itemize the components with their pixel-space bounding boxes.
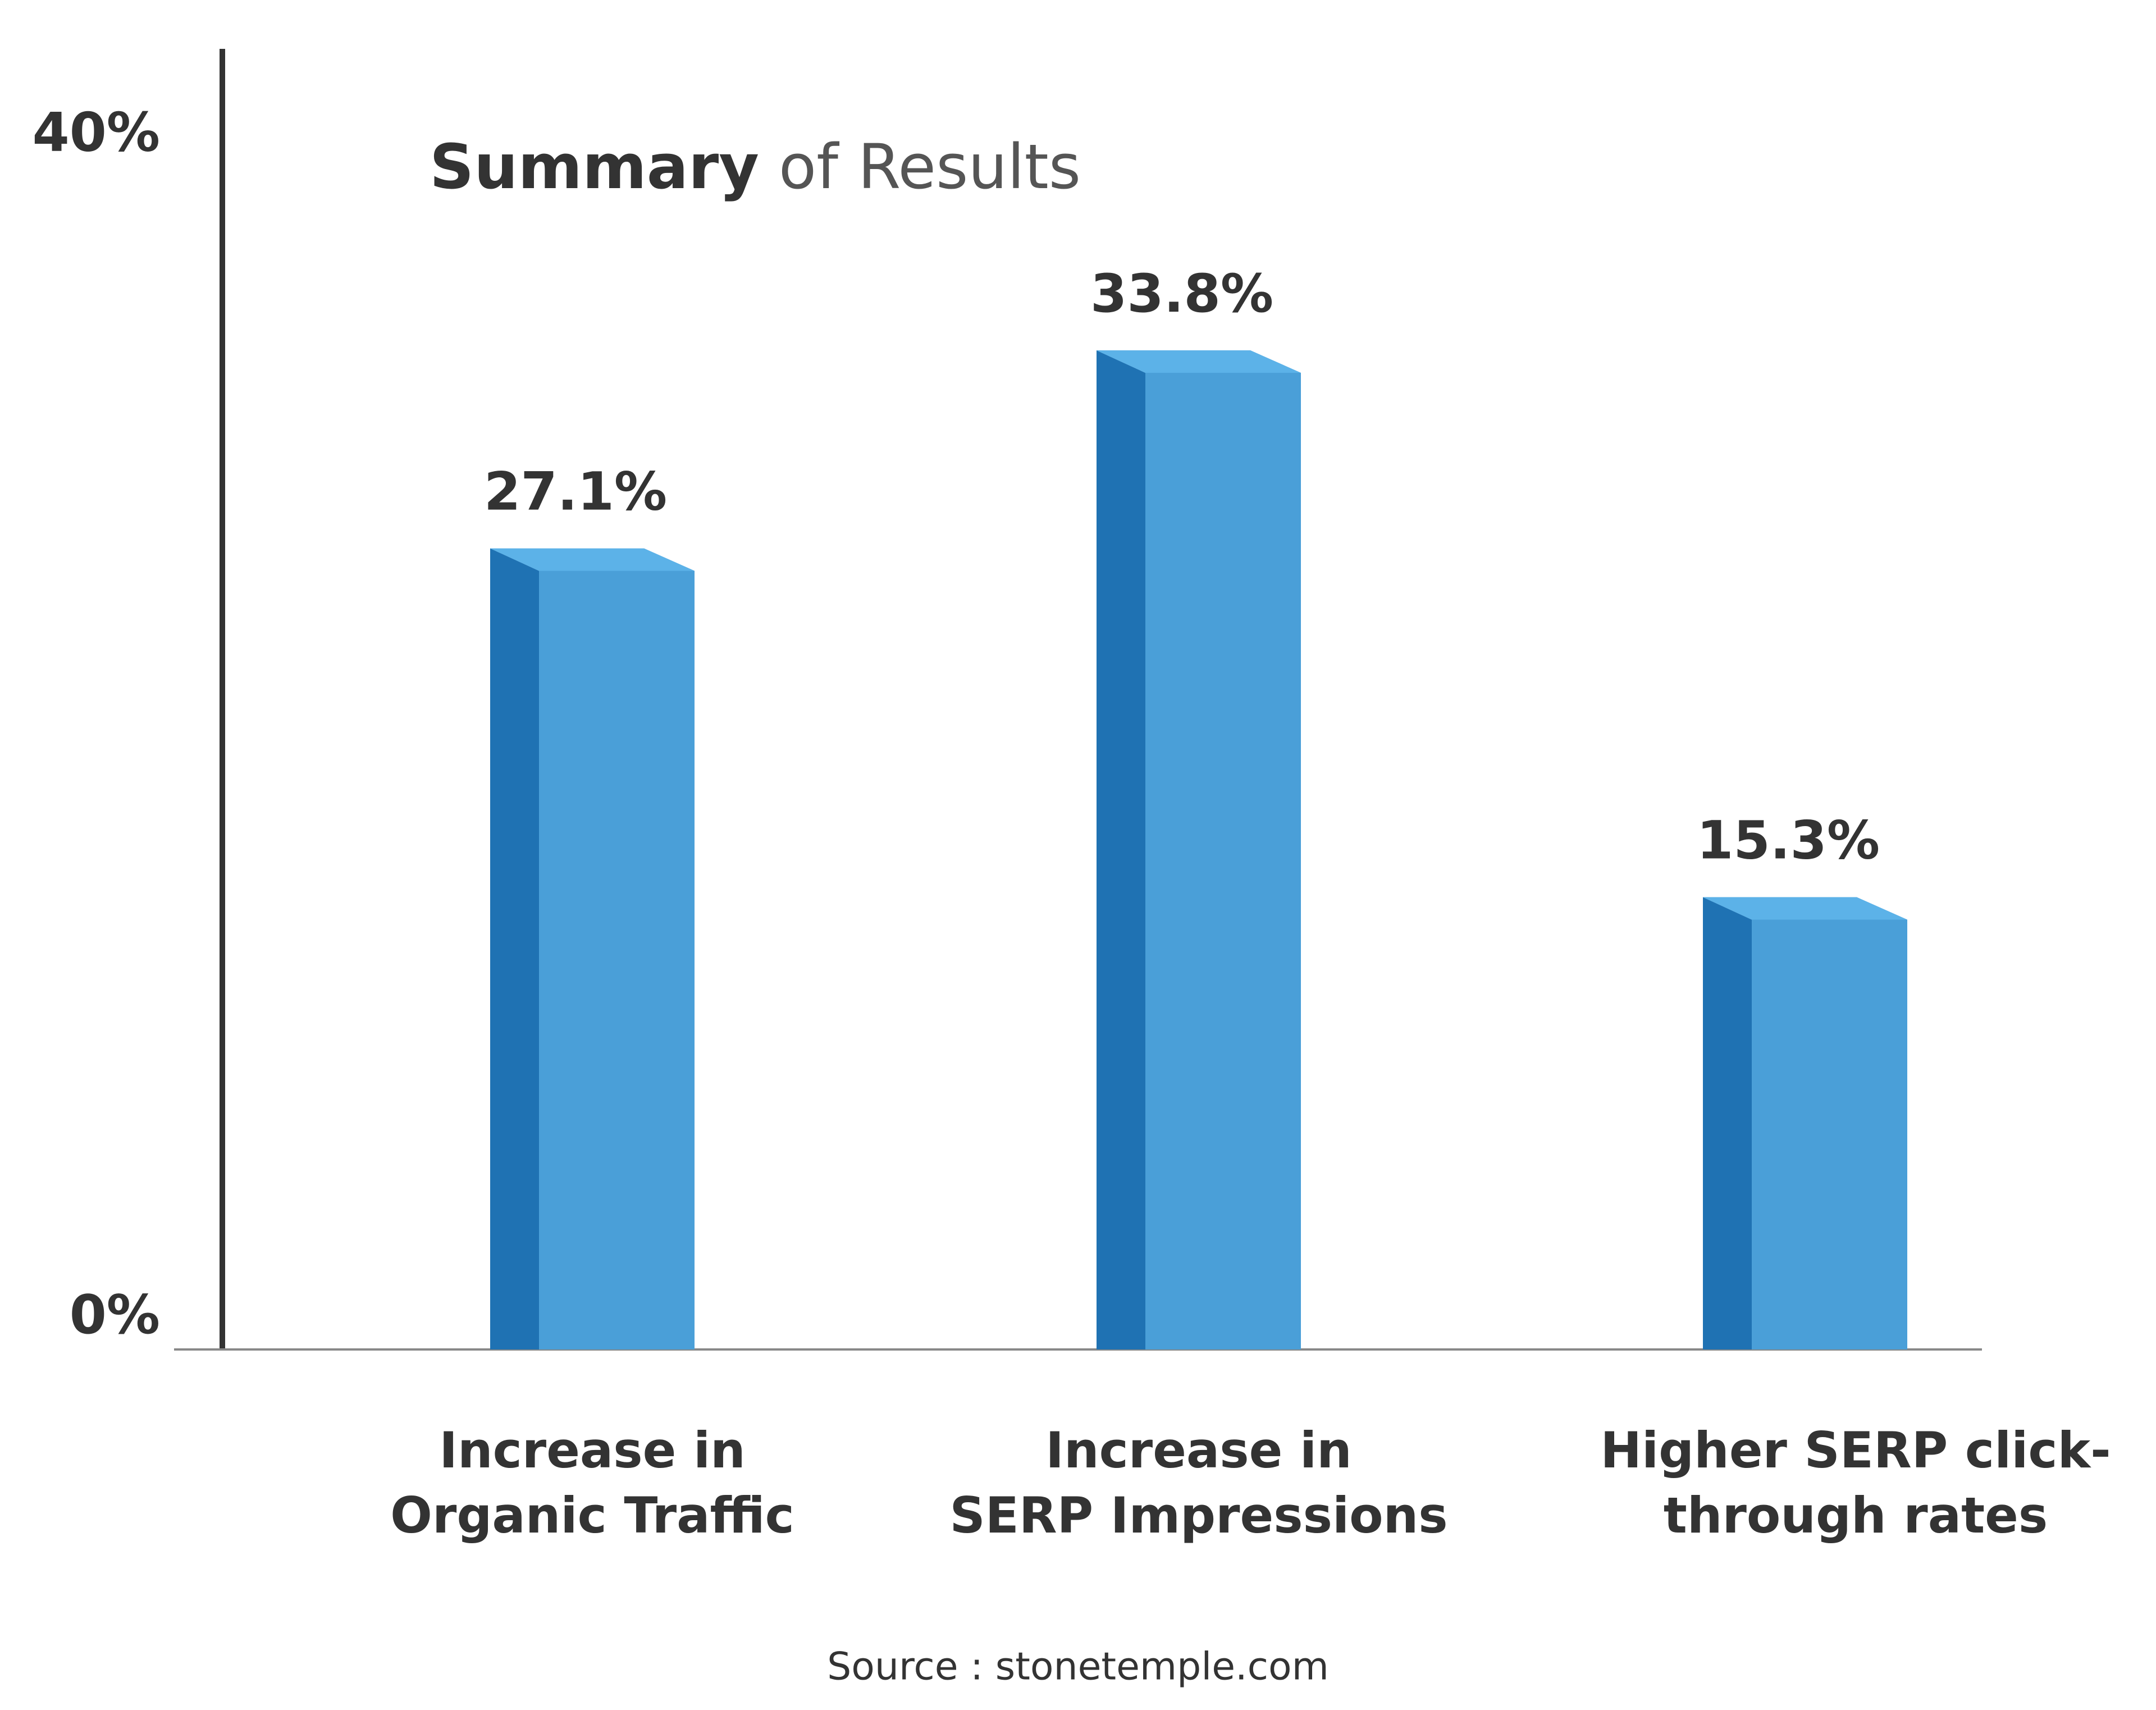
source: Source : stonetemple.com [827, 1645, 1329, 1689]
bar [490, 548, 695, 1349]
bar [1703, 897, 1907, 1349]
chart-title: Summary of Results [430, 131, 1081, 203]
y-tick-label: 0% [70, 1284, 160, 1346]
title-light: of Results [779, 131, 1081, 203]
title-bold: Summary [430, 131, 759, 203]
bar-side [1703, 897, 1752, 1349]
value-label: 15.3% [1697, 810, 1880, 872]
bar-top [1097, 350, 1301, 373]
x-tick-label: Higher SERP click- [1600, 1421, 2111, 1479]
x-tick-label: Increase in [439, 1421, 746, 1479]
bar-side [490, 548, 539, 1349]
x-tick-label: through rates [1664, 1486, 2048, 1544]
x-tick-label: SERP Impressions [949, 1486, 1447, 1544]
bar [1097, 350, 1301, 1350]
bar-top [1703, 897, 1907, 920]
x-tick-label: Organic Traffic [390, 1486, 794, 1544]
bar-top [490, 548, 695, 571]
value-label: 33.8% [1090, 263, 1273, 325]
value-label: 27.1% [484, 461, 667, 522]
y-tick-label: 40% [33, 102, 160, 163]
x-tick-label: Increase in [1045, 1421, 1352, 1479]
bar-side [1097, 350, 1145, 1350]
